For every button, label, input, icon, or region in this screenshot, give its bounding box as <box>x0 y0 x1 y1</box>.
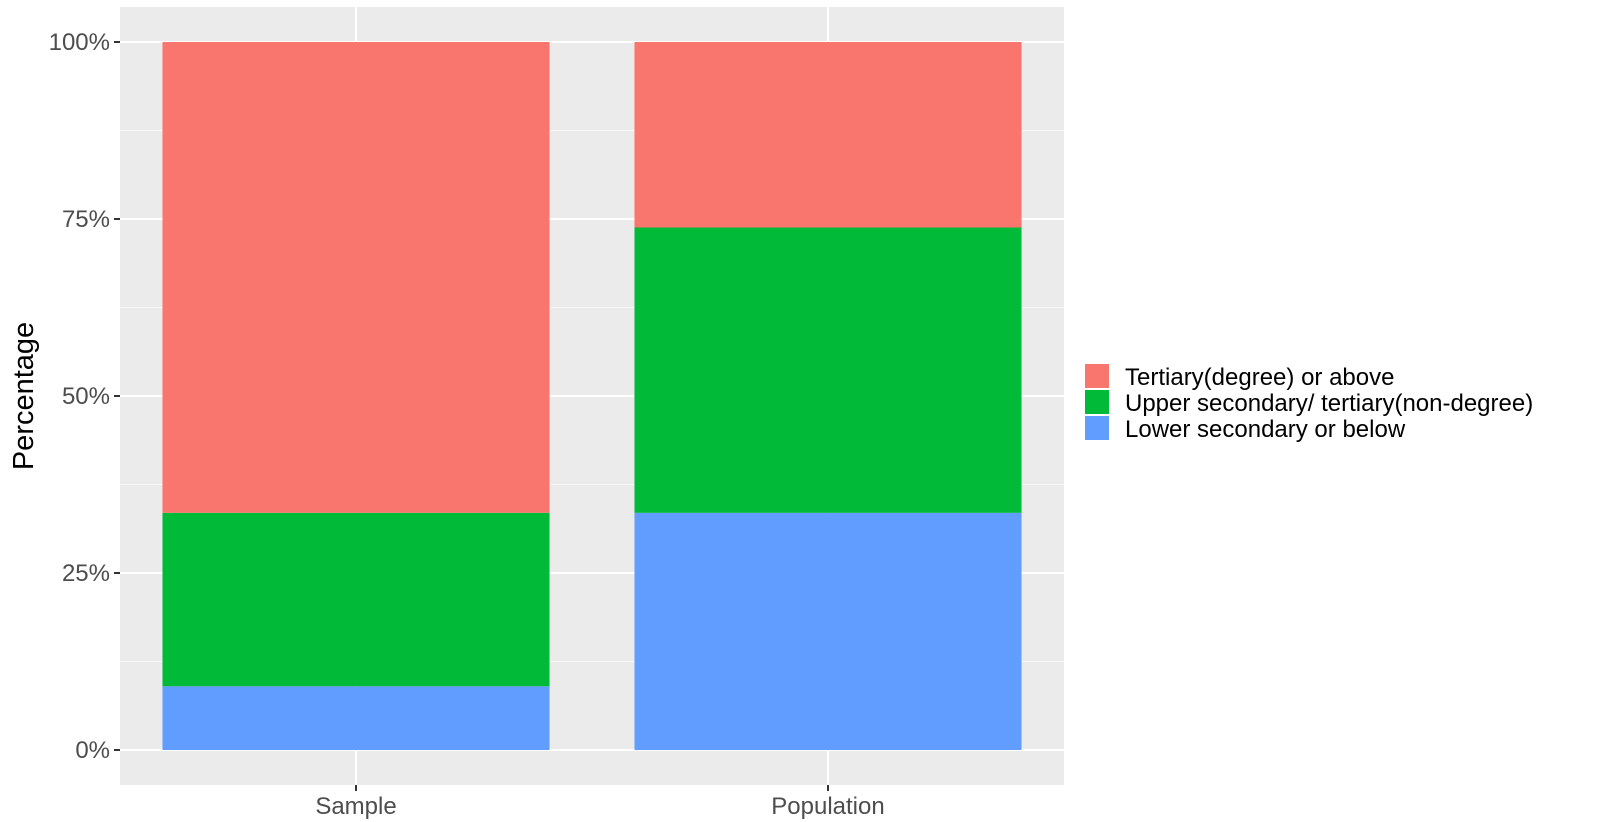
legend-key <box>1085 364 1109 388</box>
legend-key <box>1085 390 1109 414</box>
bar-segment <box>634 512 1022 750</box>
y-tick-label: 0% <box>75 737 110 764</box>
y-tick-label: 50% <box>62 383 110 410</box>
bar-segment <box>634 227 1022 513</box>
y-axis-title: Percentage <box>8 322 40 470</box>
bar-segment <box>162 686 550 750</box>
bar-segment <box>634 42 1022 228</box>
legend-label: Tertiary(degree) or above <box>1125 364 1394 391</box>
x-axis: Sample Population <box>315 785 885 820</box>
y-tick-label: 75% <box>62 206 110 233</box>
bars <box>162 42 1022 750</box>
legend-label: Upper secondary/ tertiary(non-degree) <box>1125 390 1533 417</box>
legend-label: Lower secondary or below <box>1125 416 1406 443</box>
bar-segment <box>162 512 550 687</box>
x-tick-label: Sample <box>315 793 396 820</box>
legend-key <box>1085 416 1109 440</box>
y-tick-label: 100% <box>49 29 110 56</box>
bar-segment <box>162 42 550 513</box>
y-axis: 0% 25% 50% 75% 100% <box>49 29 120 764</box>
y-tick-label: 25% <box>62 560 110 587</box>
x-tick-label: Population <box>771 793 884 820</box>
